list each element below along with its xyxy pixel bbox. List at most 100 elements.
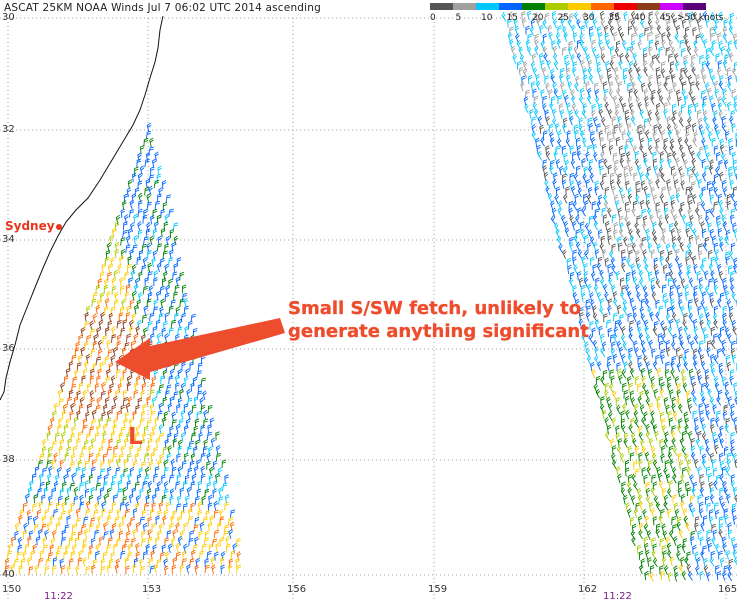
wind-barb — [83, 557, 87, 566]
wind-barb — [603, 215, 607, 224]
wind-barb — [79, 531, 83, 539]
wind-barb — [629, 383, 633, 392]
wind-barb — [90, 524, 94, 532]
wind-barb — [152, 397, 156, 406]
wind-barb — [71, 462, 75, 470]
wind-barb — [695, 523, 699, 532]
wind-barb — [668, 572, 672, 581]
wind-barb — [703, 172, 707, 181]
wind-barb — [621, 411, 625, 420]
legend-color-bar — [430, 3, 706, 10]
wind-barb — [86, 412, 90, 421]
wind-barb — [598, 361, 602, 370]
wind-barb — [674, 180, 678, 189]
wind-barb — [719, 81, 723, 90]
wind-barb — [649, 340, 653, 349]
wind-barb — [651, 95, 655, 104]
wind-barb — [718, 390, 722, 399]
wind-barb — [576, 230, 580, 239]
wind-barb — [58, 496, 62, 504]
wind-barb — [613, 354, 617, 363]
wind-barb — [653, 460, 657, 469]
wind-barb — [707, 530, 711, 538]
wind-barb — [157, 531, 161, 540]
legend-swatch — [453, 3, 476, 10]
wind-barb — [53, 566, 57, 575]
wind-barb — [612, 130, 616, 139]
wind-barb — [23, 503, 27, 512]
wind-barb — [100, 537, 104, 546]
wind-barb — [144, 209, 148, 218]
wind-barb — [95, 433, 99, 441]
wind-barb — [616, 466, 620, 475]
wind-barb — [136, 405, 140, 413]
wind-barb — [187, 398, 192, 406]
wind-barb — [661, 131, 665, 140]
wind-barb — [675, 376, 679, 385]
wind-barb — [563, 250, 567, 259]
wind-barb — [162, 475, 166, 484]
wind-barb — [666, 244, 670, 253]
wind-barb — [638, 102, 642, 111]
wind-barb — [137, 257, 141, 265]
wind-barb — [573, 33, 577, 42]
wind-barb — [712, 537, 716, 546]
wind-barb — [65, 525, 69, 533]
wind-barb — [698, 179, 702, 188]
wind-barb — [29, 567, 33, 575]
wind-barb — [665, 369, 669, 378]
wind-barb — [719, 517, 723, 525]
wind-barb — [600, 137, 604, 146]
wind-barb — [19, 565, 23, 574]
wind-barb — [595, 285, 599, 294]
wind-barb — [64, 551, 68, 559]
wind-barb — [76, 566, 80, 575]
wind-barb — [150, 138, 154, 147]
wind-barb — [101, 312, 105, 321]
wind-barb — [107, 418, 111, 426]
wind-barb — [719, 236, 723, 245]
wind-barb — [121, 328, 125, 336]
wind-barb — [618, 243, 622, 252]
wind-barb — [594, 117, 598, 126]
wind-barb — [707, 320, 711, 329]
wind-barb — [639, 131, 643, 140]
wind-barb — [98, 448, 103, 456]
wind-barb — [161, 258, 165, 266]
wind-barb — [614, 32, 618, 41]
wind-barb — [649, 403, 653, 412]
wind-barb — [126, 566, 130, 575]
legend-tick-label: 30 — [583, 13, 594, 23]
wind-barb — [142, 315, 147, 323]
wind-barb — [67, 447, 71, 455]
wind-barb — [613, 230, 617, 239]
wind-barb — [135, 167, 139, 175]
wind-barb — [642, 376, 646, 385]
wind-barb — [23, 530, 27, 539]
wind-barb — [48, 553, 53, 561]
longitude-label: 153 — [142, 584, 161, 595]
wind-barb — [28, 557, 32, 566]
wind-barb — [628, 475, 632, 484]
wind-barb — [145, 467, 149, 476]
wind-barb — [630, 517, 634, 525]
wind-barb — [687, 270, 691, 279]
wind-barb — [556, 146, 560, 154]
wind-barb — [128, 544, 132, 553]
wind-barb — [132, 291, 136, 300]
wind-barb — [723, 187, 727, 196]
wind-barb — [725, 131, 729, 140]
wind-barb — [673, 447, 677, 456]
wind-barb — [587, 243, 591, 252]
wind-barb — [85, 312, 89, 321]
wind-barb — [166, 195, 171, 203]
wind-barb — [584, 263, 588, 272]
wind-barb — [697, 557, 701, 566]
wind-barb — [690, 495, 694, 503]
wind-barb — [632, 537, 636, 546]
wind-barb — [656, 103, 660, 112]
wind-barb — [727, 102, 731, 111]
wind-barb — [176, 504, 181, 512]
wind-barb — [93, 559, 97, 568]
